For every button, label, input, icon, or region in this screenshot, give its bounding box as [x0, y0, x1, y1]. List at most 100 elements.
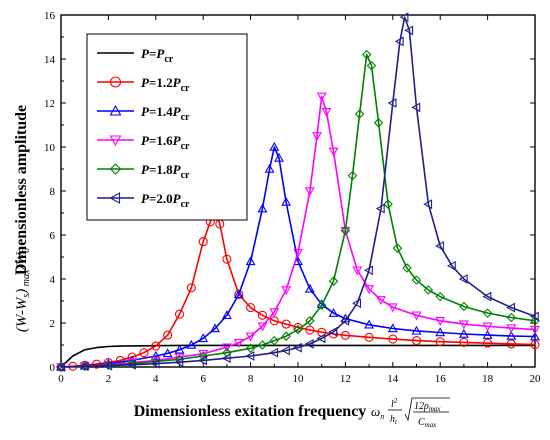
data-point — [383, 199, 393, 209]
data-point — [387, 303, 398, 313]
data-point — [245, 343, 256, 354]
data-point — [150, 350, 161, 360]
data-point — [281, 319, 291, 329]
y-axis-label-formula: (W-Ws) max/W0 — [14, 248, 32, 332]
data-point — [530, 325, 540, 335]
data-point — [233, 289, 244, 299]
data-point — [506, 330, 517, 340]
legend-entry: P=Pcr — [97, 46, 174, 65]
x-tick-label: 16 — [435, 373, 447, 385]
data-point — [366, 60, 377, 71]
y-tick-label: 10 — [44, 142, 56, 154]
data-point — [458, 274, 468, 284]
data-point — [446, 260, 456, 271]
data-point — [364, 332, 374, 342]
data-point — [530, 331, 540, 341]
data-point — [312, 132, 322, 142]
data-point — [109, 192, 121, 204]
data-point — [245, 256, 256, 266]
data-point — [411, 325, 422, 335]
data-point — [281, 345, 290, 356]
data-point — [363, 265, 373, 276]
series-4 — [56, 49, 540, 372]
legend-label: P=1.8Pcr — [141, 162, 190, 181]
data-point — [198, 237, 208, 247]
svg-text:ωn: ωn — [371, 404, 384, 421]
data-point — [373, 118, 384, 128]
x-tick-label: 6 — [200, 373, 206, 385]
data-point — [245, 351, 255, 361]
data-point — [506, 324, 517, 334]
x-axis-label: Dimensionless exitation frequency — [134, 403, 367, 420]
data-point — [411, 275, 422, 285]
data-point — [482, 291, 492, 302]
x-axis-label-formula: ωn l2 ht 12ρmax Cmax — [371, 397, 450, 429]
x-tick-label: 10 — [293, 373, 305, 385]
data-point — [109, 135, 122, 147]
legend-label: P=Pcr — [141, 46, 174, 65]
data-point — [361, 49, 372, 60]
data-point — [304, 187, 315, 197]
y-tick-label: 12 — [44, 98, 55, 110]
data-point — [392, 243, 403, 253]
legend-entry: P=1.8Pcr — [97, 162, 190, 181]
legend-label: P=1.2Pcr — [141, 75, 190, 94]
data-point — [163, 330, 173, 340]
data-point — [352, 266, 363, 276]
data-point — [304, 283, 315, 293]
data-point — [186, 283, 196, 293]
data-point — [459, 301, 469, 312]
data-point — [340, 225, 351, 236]
data-point — [459, 337, 469, 347]
y-tick-label: 8 — [50, 186, 56, 198]
data-point — [482, 329, 493, 339]
data-point — [150, 358, 160, 369]
data-point — [126, 359, 136, 370]
data-point — [174, 357, 184, 368]
data-point — [162, 348, 173, 358]
data-point — [257, 203, 268, 213]
data-point — [458, 320, 469, 330]
data-point — [246, 303, 256, 313]
legend: P=Pcr P=1.2Pcr P=1.4Pcr P=1.6Pcr P=1.8Pcr P=2… — [86, 33, 248, 221]
data-point — [103, 360, 113, 371]
data-point — [328, 307, 339, 317]
data-point — [316, 92, 327, 102]
x-tick-label: 4 — [153, 373, 159, 385]
svg-text:Cmax: Cmax — [418, 417, 437, 429]
legend-entry: P=2.0Pcr — [97, 191, 190, 210]
data-point — [423, 199, 433, 210]
data-point — [222, 347, 232, 358]
x-tick-label: 14 — [387, 373, 399, 385]
data-point — [269, 335, 280, 346]
data-point — [388, 334, 398, 344]
axis-ticks: 0 2 4 6 8 10 12 14 16 18 20 0 2 4 6 8 10 12 14 16 — [44, 10, 541, 385]
series-line — [60, 210, 536, 368]
data-point — [435, 241, 444, 251]
data-point — [423, 285, 434, 295]
x-tick-label: 12 — [340, 373, 351, 385]
data-point — [55, 362, 65, 372]
x-tick-label: 8 — [248, 373, 254, 385]
data-point — [376, 296, 386, 306]
y-tick-label: 16 — [44, 10, 56, 22]
data-point — [245, 332, 256, 342]
data-point — [109, 104, 122, 116]
data-point — [269, 308, 280, 318]
data-point — [221, 343, 232, 353]
data-point — [210, 323, 220, 333]
data-point — [529, 311, 539, 322]
y-tick-label: 6 — [50, 230, 56, 242]
series-line — [60, 95, 536, 368]
data-point — [293, 248, 303, 258]
data-point — [340, 315, 350, 326]
data-point — [79, 361, 89, 372]
data-point — [139, 348, 149, 358]
data-point — [387, 323, 398, 333]
data-point — [305, 316, 315, 326]
data-point — [198, 355, 207, 366]
data-point — [530, 340, 540, 350]
data-point — [109, 76, 122, 88]
data-point — [506, 312, 517, 323]
x-tick-label: 18 — [482, 373, 494, 385]
